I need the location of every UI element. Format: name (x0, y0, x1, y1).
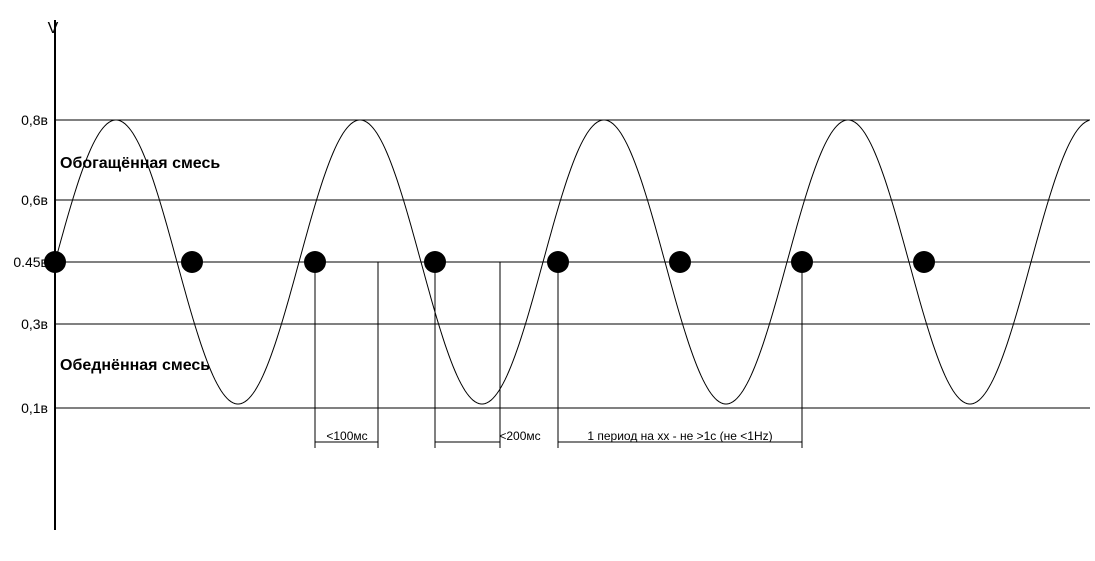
chart-background (0, 0, 1095, 561)
zero-crossing-marker-2 (181, 251, 203, 273)
oxygen-sensor-wave-chart: 0,8в 0,6в 0.45в 0,3в 0,1в V Обогащённая смесь О… (0, 0, 1095, 561)
y-tick-label-3: 0,3в (21, 316, 48, 332)
dimension-label-0: <100мс (326, 429, 367, 443)
dimension-label-2: 1 период на хх - не >1с (не <1Hz) (587, 429, 772, 443)
rich-mixture-label: Обогащённая смесь (60, 155, 220, 172)
y-tick-label-1: 0,6в (21, 192, 48, 208)
zero-crossing-marker-8 (913, 251, 935, 273)
y-tick-label-2: 0.45в (13, 254, 48, 270)
y-tick-label-0: 0,8в (21, 112, 48, 128)
lean-mixture-label: Обеднённая смесь (60, 357, 210, 374)
dimension-label-1: <200мс (499, 429, 540, 443)
y-axis-title: V (48, 20, 59, 37)
zero-crossing-marker-6 (669, 251, 691, 273)
y-tick-label-4: 0,1в (21, 400, 48, 416)
zero-crossing-marker-1 (44, 251, 66, 273)
chart-container: 0,8в 0,6в 0.45в 0,3в 0,1в V Обогащённая смесь О… (0, 0, 1095, 561)
